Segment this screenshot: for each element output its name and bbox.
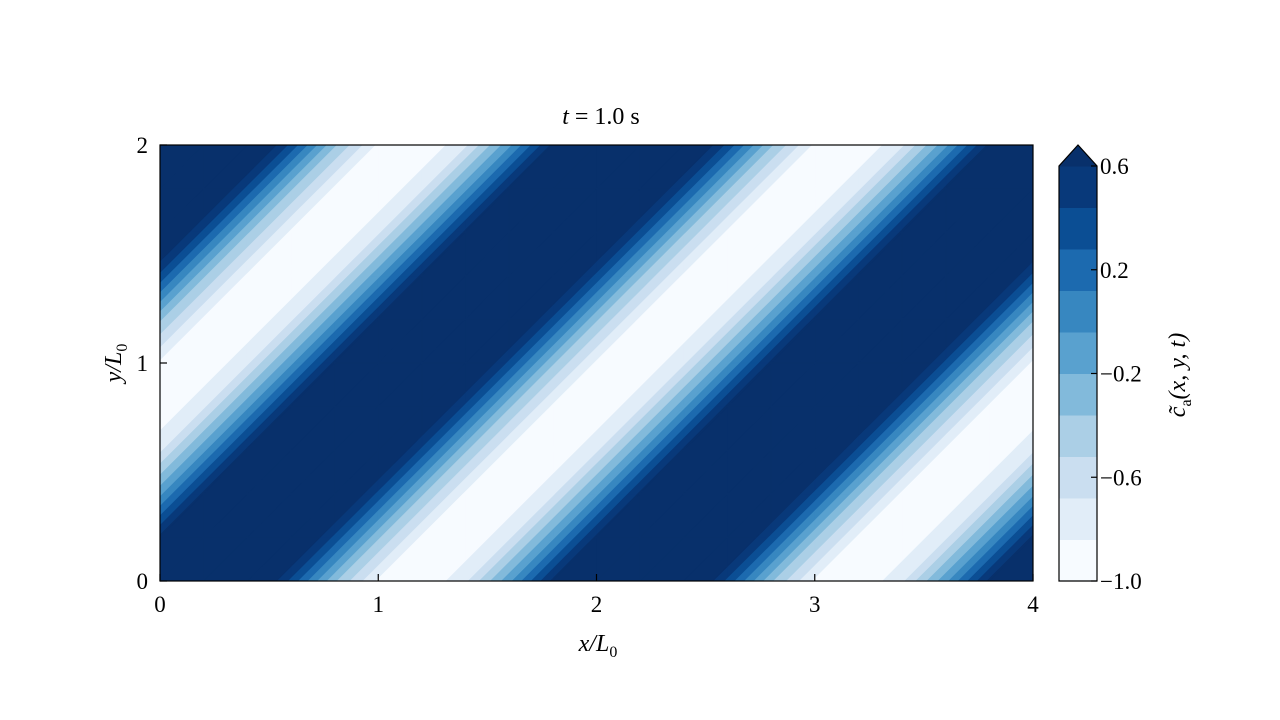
colorbar-tick-label: −0.6 [1100, 465, 1142, 490]
colorbar-label: c̃a(x, y, t) [1165, 333, 1195, 417]
contour-band-extend [159, 144, 1034, 582]
y-tick-label: 0 [137, 569, 149, 594]
colorbar-segment [1059, 456, 1097, 499]
y-tick-label: 2 [137, 133, 149, 158]
colorbar-segment [1059, 539, 1097, 582]
x-axis-label: x/L0 [578, 631, 618, 661]
colorbar-segment [1059, 166, 1097, 208]
y-axis-ticks: 0 1 2 [137, 133, 167, 594]
colorbar-segment [1059, 332, 1097, 374]
x-axis-ticks: 0 1 2 3 4 [154, 574, 1039, 617]
colorbar-tick-label: 0.6 [1100, 154, 1129, 179]
y-tick-label: 1 [137, 351, 149, 376]
colorbar-tick-label: −1.0 [1100, 569, 1142, 594]
colorbar-outline [1058, 144, 1098, 582]
colorbar: 0.6 0.2 −0.2 −0.6 −1.0 [1058, 144, 1142, 594]
colorbar-segment [1059, 415, 1097, 457]
colorbar-extend-triangle [1059, 145, 1097, 167]
x-tick-label: 1 [373, 592, 385, 617]
x-tick-label: 2 [591, 592, 603, 617]
colorbar-tick-label: 0.2 [1100, 258, 1129, 283]
x-tick-label: 3 [809, 592, 821, 617]
colorbar-segment [1059, 207, 1097, 250]
colorbar-tick-label: −0.2 [1100, 362, 1142, 387]
contour-bands [159, 144, 1034, 582]
colorbar-segment [1059, 249, 1097, 291]
colorbar-segment [1059, 498, 1097, 540]
x-tick-label: 4 [1027, 592, 1039, 617]
y-axis-label: y/L0 [101, 344, 131, 385]
colorbar-segment [1059, 290, 1097, 333]
chart-title: t = 1.0 s [562, 104, 640, 130]
colorbar-segment [1059, 373, 1097, 416]
x-tick-label: 0 [154, 592, 166, 617]
